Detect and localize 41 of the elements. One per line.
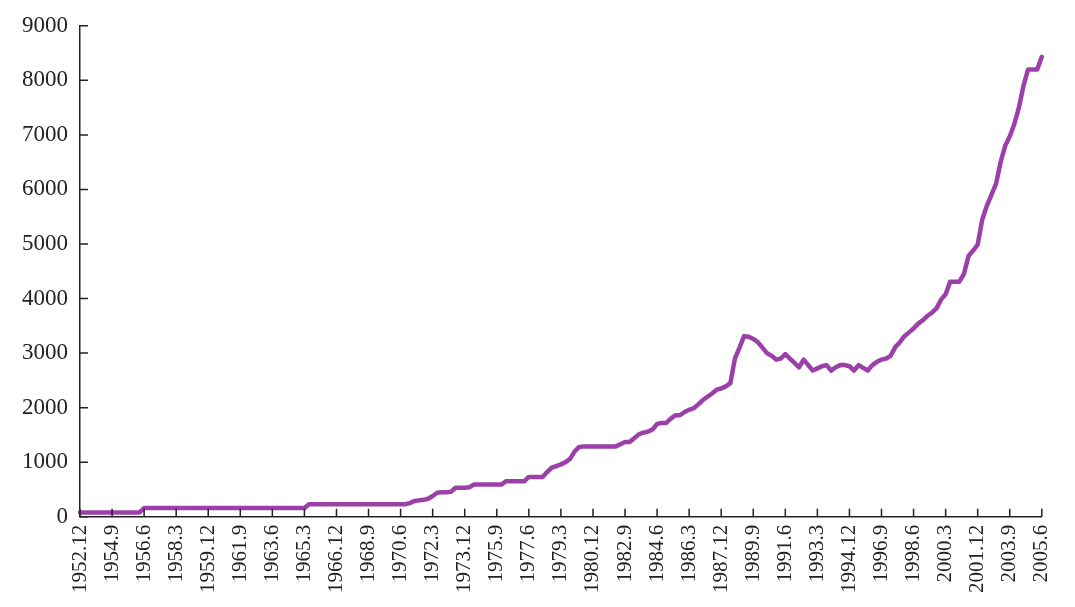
- y-tick-label: 3000: [22, 339, 68, 365]
- x-tick-label: 1994.12: [835, 524, 860, 593]
- x-tick-label: 1966.12: [323, 524, 347, 593]
- x-tick-label: 1986.3: [675, 524, 700, 583]
- x-tick-label: 1972.3: [419, 524, 444, 583]
- y-tick-label: 1000: [22, 448, 68, 474]
- x-tick-label: 1979.3: [547, 524, 572, 583]
- x-tick-label: 1977.6: [515, 524, 540, 583]
- x-tick-label: 2001.12: [964, 524, 989, 593]
- x-tick-label: 1952.12: [66, 524, 91, 593]
- x-tick-label: 1989.9: [739, 524, 764, 583]
- x-tick-label: 1956.6: [130, 524, 155, 583]
- x-tick-label: 1963.6: [258, 524, 283, 583]
- y-tick-label: 9000: [22, 11, 68, 37]
- y-tick-label: 8000: [22, 66, 68, 92]
- x-tick-label: 1991.6: [771, 524, 796, 583]
- x-tick-label: 1968.9: [355, 524, 380, 583]
- x-tick-label: 1961.9: [226, 524, 251, 583]
- x-tick-label: 1959.12: [194, 524, 219, 593]
- x-tick-label: 1973.12: [451, 524, 476, 593]
- x-tick-label: 1958.3: [162, 524, 187, 583]
- x-tick-label: 2000.3: [932, 524, 957, 583]
- x-tick-label: 2005.6: [1028, 524, 1053, 583]
- y-tick-label: 2000: [22, 393, 68, 419]
- x-tick-label: 1998.6: [900, 524, 925, 583]
- y-tick-label: 6000: [22, 175, 68, 201]
- x-tick-label: 1993.3: [803, 524, 828, 583]
- y-tick-label: 5000: [22, 230, 68, 256]
- x-tick-label: 1980.12: [579, 524, 604, 593]
- x-tick-label: 1965.3: [290, 524, 315, 583]
- x-tick-label: 1970.6: [387, 524, 412, 583]
- x-tick-label: 1984.6: [643, 524, 668, 583]
- x-tick-label: 1996.9: [868, 524, 893, 583]
- x-tick-label: 2003.9: [996, 524, 1021, 583]
- x-tick-label: 1987.12: [707, 524, 732, 593]
- x-tick-label: 1982.9: [611, 524, 636, 583]
- y-tick-label: 0: [56, 502, 68, 528]
- y-tick-label: 4000: [22, 284, 68, 310]
- x-tick-label: 1954.9: [98, 524, 123, 583]
- x-tick-label: 1975.9: [483, 524, 508, 583]
- y-tick-label: 7000: [22, 120, 68, 146]
